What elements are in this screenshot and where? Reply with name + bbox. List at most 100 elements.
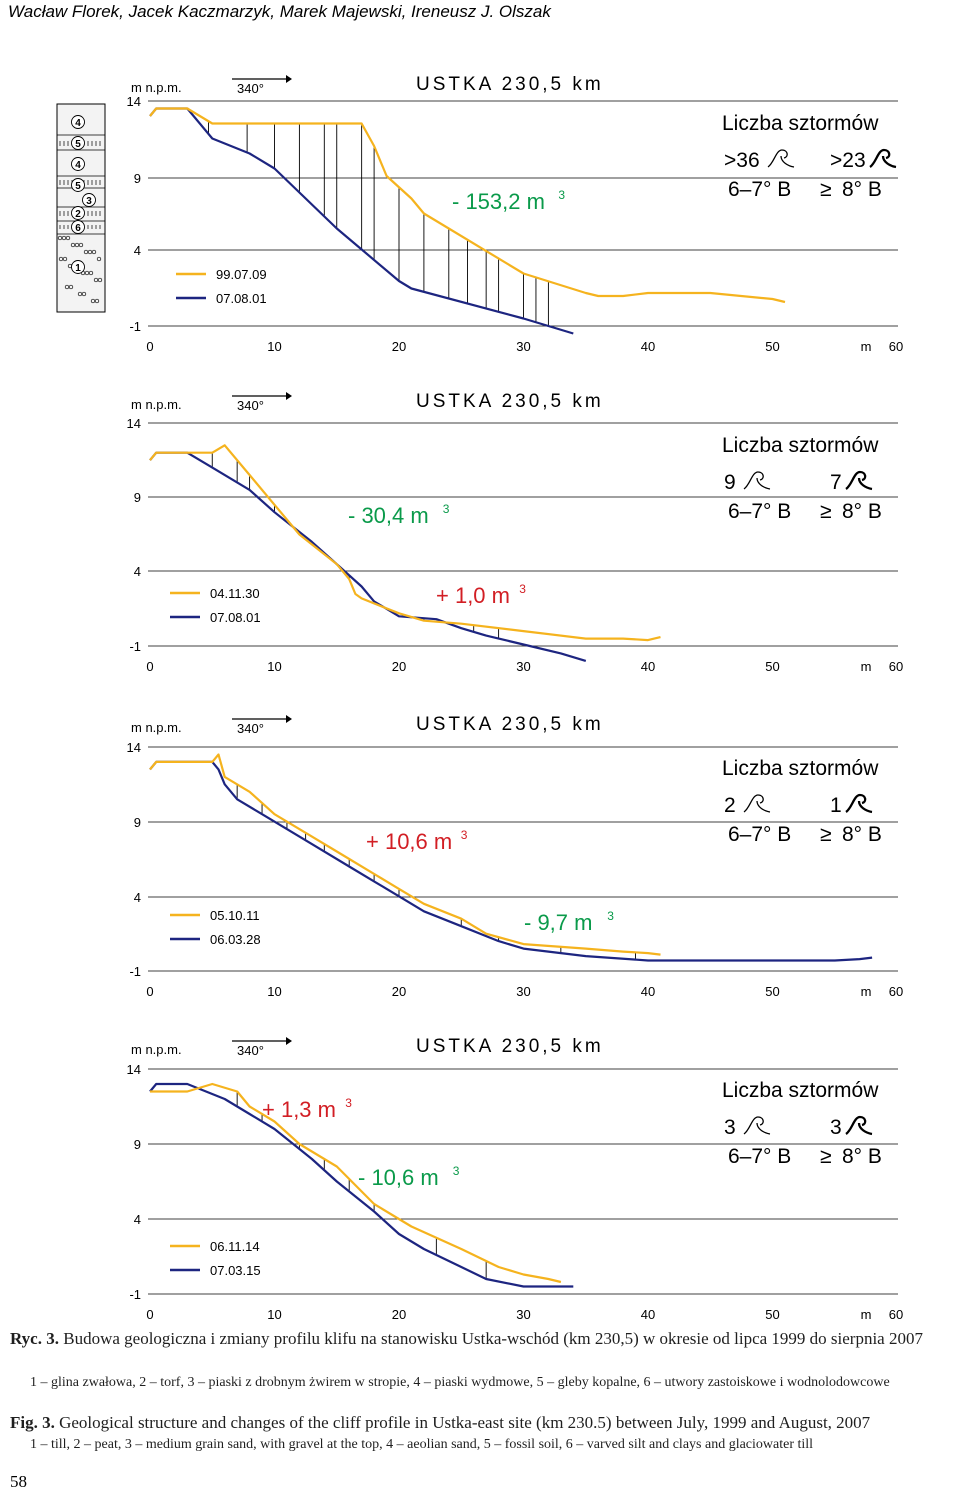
caption-polish: Ryc. 3. Budowa geologiczna i zmiany prof… (10, 1328, 950, 1350)
y-tick-label: 9 (134, 490, 141, 505)
storm-class-small: 6–7° B (728, 178, 791, 201)
x-tick-label: 10 (267, 339, 281, 354)
chart-panel-1: m n.p.m. 340° USTKA 230,5 km 14 9 4 -1 0 10 20 30 4… (127, 74, 904, 354)
x-tick-label: 60 (889, 1307, 903, 1322)
till-clast (62, 256, 68, 262)
direction-arrow-head (286, 392, 292, 400)
series-line-99.07.09 (149, 107, 786, 304)
legend-label: 07.08.01 (210, 610, 261, 625)
x-tick-label: 10 (267, 659, 281, 674)
storm-count-title: Liczba sztormów (722, 112, 879, 135)
storm-count-small: >36 (724, 149, 760, 172)
till-clast (64, 284, 70, 290)
page-header-authors: Wacław Florek, Jacek Kaczmarzyk, Marek M… (8, 2, 551, 21)
y-tick-label: -1 (129, 964, 141, 979)
till-clast (81, 291, 87, 297)
x-tick-label: 50 (765, 1307, 779, 1322)
caption-pl-label: Ryc. 3. (10, 1329, 59, 1348)
till-clast (70, 242, 76, 248)
x-tick-label: 40 (641, 984, 655, 999)
x-tick-label: 10 (267, 1307, 281, 1322)
x-tick-label: 40 (641, 339, 655, 354)
caption-english-legend: 1 – till, 2 – peat, 3 – medium grain san… (30, 1437, 814, 1452)
till-clast (94, 298, 100, 304)
y-tick-label: -1 (129, 639, 141, 654)
x-tick-label: 20 (392, 984, 406, 999)
chart-title: USTKA 230,5 km (416, 714, 604, 735)
y-tick-label: 4 (134, 564, 141, 579)
direction-arrow-head (286, 715, 292, 723)
layer-marker (82, 193, 96, 207)
layer-number: 5 (75, 181, 81, 192)
till-clast (65, 235, 71, 241)
legend-label: 04.11.30 (210, 586, 260, 601)
till-clast (58, 256, 64, 262)
layer-number: 4 (75, 160, 81, 171)
legend-label: 06.11.14 (210, 1239, 260, 1254)
caption-polish-legend: 1 – glina zwałowa, 2 – torf, 3 – piaski … (30, 1375, 890, 1390)
series-line-07.03.15 (149, 1082, 574, 1288)
legend-label: 07.08.01 (216, 291, 267, 306)
y-tick-label: 14 (127, 94, 141, 109)
storm-count-small: 9 (724, 471, 736, 494)
storm-count-title: Liczba sztormów (722, 1079, 879, 1102)
y-tick-label: 14 (127, 740, 141, 755)
storm-class-small: 6–7° B (728, 500, 791, 523)
x-tick-label: 30 (516, 339, 530, 354)
y-tick-label: 9 (134, 1137, 141, 1152)
series-line-04.11.30 (149, 444, 661, 642)
till-clast (57, 235, 63, 241)
till-clast (78, 242, 84, 248)
direction-label: 340° (237, 81, 264, 96)
volume-change-label: + 1,3 m (262, 1097, 336, 1122)
storm-count-large: 1 (830, 794, 842, 817)
y-axis-label: m n.p.m. (131, 720, 182, 735)
legend-label: 99.07.09 (216, 267, 267, 282)
storm-class-large: 8° B (842, 500, 882, 523)
wave-small-icon (743, 471, 771, 490)
till-clast (84, 270, 90, 276)
x-tick-label: 40 (641, 659, 655, 674)
series-line-06.03.28 (149, 760, 873, 962)
layer-number: 3 (86, 196, 92, 207)
storm-count-large: 7 (830, 471, 842, 494)
wave-small-icon (743, 1116, 771, 1135)
chart-title: USTKA 230,5 km (416, 74, 604, 95)
x-tick-label: 60 (889, 339, 903, 354)
series-line-06.11.14 (150, 1082, 562, 1284)
y-tick-label: 4 (134, 1212, 141, 1227)
layer-number: 5 (75, 139, 81, 150)
x-tick-label: 40 (641, 1307, 655, 1322)
x-tick-label: 50 (765, 984, 779, 999)
volume-change-label: + 1,0 m (436, 583, 510, 608)
layer-marker (71, 115, 85, 129)
x-unit-label: m (861, 984, 872, 999)
wave-large-icon (845, 793, 873, 814)
x-tick-label: 30 (516, 659, 530, 674)
y-axis-label: m n.p.m. (131, 1042, 182, 1057)
layer-marker (71, 136, 85, 150)
y-tick-label: 9 (134, 815, 141, 830)
y-axis-label: m n.p.m. (131, 80, 182, 95)
x-tick-label: 50 (765, 339, 779, 354)
chart-title: USTKA 230,5 km (416, 1036, 604, 1057)
till-clast (74, 242, 80, 248)
layer-number: 2 (75, 209, 81, 220)
wave-large-icon (845, 1115, 873, 1136)
direction-arrow-head (286, 1037, 292, 1045)
till-clast (83, 249, 89, 255)
volume-unit-superscript: 3 (461, 828, 468, 842)
volume-change-label: - 9,7 m (524, 910, 592, 935)
direction-label: 340° (237, 1043, 264, 1058)
till-clast (97, 277, 103, 283)
volume-unit-superscript: 3 (345, 1096, 352, 1110)
chart-panel-4: m n.p.m. 340° USTKA 230,5 km 14 9 4 -1 0 10 20 30 4… (127, 1036, 904, 1322)
storm-class-small: 6–7° B (728, 1145, 791, 1168)
x-unit-label: m (861, 339, 872, 354)
x-tick-label: 60 (889, 659, 903, 674)
layer-marker (71, 178, 85, 192)
volume-unit-superscript: 3 (519, 582, 526, 596)
x-unit-label: m (861, 659, 872, 674)
